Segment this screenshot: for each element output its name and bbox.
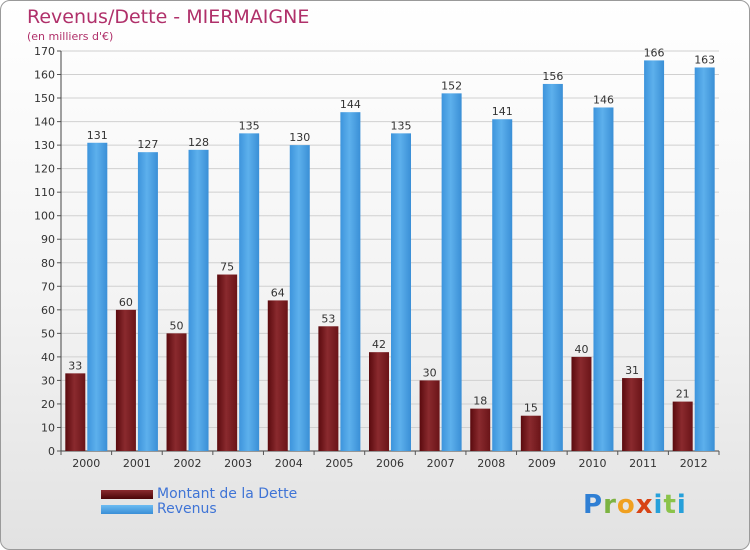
data-label-revenue: 156 <box>542 70 563 83</box>
bar-revenue <box>188 149 209 451</box>
y-tick-label: 100 <box>34 210 55 223</box>
legend-label-debt: Montant de la Dette <box>157 486 298 502</box>
bar-debt <box>369 352 389 451</box>
bar-revenue <box>441 93 462 452</box>
data-label-debt: 50 <box>170 319 184 332</box>
x-tick-label: 2005 <box>325 457 353 470</box>
bar-revenue <box>137 152 158 452</box>
y-tick-label: 10 <box>41 421 55 434</box>
bar-debt <box>267 300 288 451</box>
bar-debt <box>318 326 339 451</box>
proxiti-logo: Proxiti <box>583 490 687 520</box>
x-tick-label: 2010 <box>578 457 606 470</box>
bar-revenue <box>694 67 715 452</box>
x-tick-label: 2002 <box>174 457 202 470</box>
y-tick-label: 20 <box>41 398 55 411</box>
y-tick-label: 60 <box>41 304 55 317</box>
data-label-debt: 40 <box>574 343 588 356</box>
data-label-revenue: 163 <box>694 53 715 66</box>
bar-debt <box>520 415 541 451</box>
bar-debt <box>217 274 238 451</box>
data-label-debt: 30 <box>423 366 437 379</box>
x-tick-label: 2009 <box>528 457 556 470</box>
data-label-debt: 60 <box>119 296 133 309</box>
legend-swatch-revenue <box>101 505 153 514</box>
data-label-debt: 31 <box>625 364 639 377</box>
bar-revenue <box>391 133 411 451</box>
y-tick-label: 0 <box>48 445 55 458</box>
x-tick-label: 2004 <box>275 457 303 470</box>
chart-title: Revenus/Dette - MIERMAIGNE <box>27 6 310 28</box>
x-tick-label: 2012 <box>680 457 708 470</box>
y-tick-label: 140 <box>34 116 55 129</box>
data-label-debt: 53 <box>321 312 335 325</box>
data-label-debt: 75 <box>220 261 234 274</box>
data-label-revenue: 135 <box>391 119 412 132</box>
data-label-revenue: 152 <box>441 79 462 92</box>
chart-subtitle: (en milliers d'€) <box>27 30 114 43</box>
y-tick-label: 80 <box>41 257 55 270</box>
y-tick-label: 70 <box>41 280 55 293</box>
data-label-revenue: 141 <box>492 105 513 118</box>
legend-item-debt: Montant de la Dette <box>101 487 297 502</box>
data-label-revenue: 131 <box>87 129 108 142</box>
bar-debt <box>419 380 440 451</box>
data-label-revenue: 166 <box>644 46 665 59</box>
y-tick-label: 120 <box>34 163 55 176</box>
bar-revenue <box>289 145 310 451</box>
legend-item-revenue: Revenus <box>101 502 297 517</box>
bar-debt <box>470 408 491 451</box>
bar-revenue <box>593 107 614 452</box>
y-tick-label: 130 <box>34 139 55 152</box>
data-label-revenue: 128 <box>188 136 209 149</box>
data-label-debt: 64 <box>271 286 285 299</box>
y-tick-label: 160 <box>34 69 55 82</box>
y-tick-label: 30 <box>41 374 55 387</box>
legend-label-revenue: Revenus <box>157 501 217 517</box>
x-tick-label: 2006 <box>376 457 404 470</box>
data-label-revenue: 127 <box>137 138 158 151</box>
bar-debt <box>115 309 136 451</box>
bar-debt <box>672 401 693 451</box>
data-label-debt: 15 <box>524 402 538 415</box>
data-label-debt: 18 <box>473 395 487 408</box>
y-tick-label: 40 <box>41 351 55 364</box>
y-tick-label: 150 <box>34 92 55 105</box>
bar-debt <box>571 356 592 451</box>
data-label-revenue: 146 <box>593 93 614 106</box>
x-tick-label: 2000 <box>72 457 100 470</box>
data-label-debt: 21 <box>676 388 690 401</box>
bar-revenue <box>239 133 260 451</box>
legend-swatch-debt <box>101 490 153 499</box>
data-label-debt: 42 <box>372 338 386 351</box>
bar-revenue <box>644 60 665 451</box>
data-label-debt: 33 <box>68 359 82 372</box>
x-tick-label: 2003 <box>224 457 252 470</box>
bar-revenue <box>492 119 513 451</box>
y-tick-label: 170 <box>34 45 55 58</box>
bar-revenue <box>542 83 563 452</box>
y-tick-label: 50 <box>41 327 55 340</box>
x-tick-label: 2007 <box>427 457 455 470</box>
bar-revenue <box>87 142 108 451</box>
y-tick-label: 110 <box>34 186 55 199</box>
bar-debt <box>622 378 643 451</box>
y-tick-label: 90 <box>41 233 55 246</box>
data-label-revenue: 144 <box>340 98 361 111</box>
data-label-revenue: 135 <box>239 119 260 132</box>
x-tick-label: 2001 <box>123 457 151 470</box>
bar-revenue <box>340 112 361 452</box>
chart-legend: Montant de la Dette Revenus <box>101 487 297 517</box>
x-tick-label: 2008 <box>477 457 505 470</box>
x-tick-label: 2011 <box>629 457 657 470</box>
data-label-revenue: 130 <box>289 131 310 144</box>
bar-debt <box>166 333 187 451</box>
bar-debt <box>65 373 86 451</box>
